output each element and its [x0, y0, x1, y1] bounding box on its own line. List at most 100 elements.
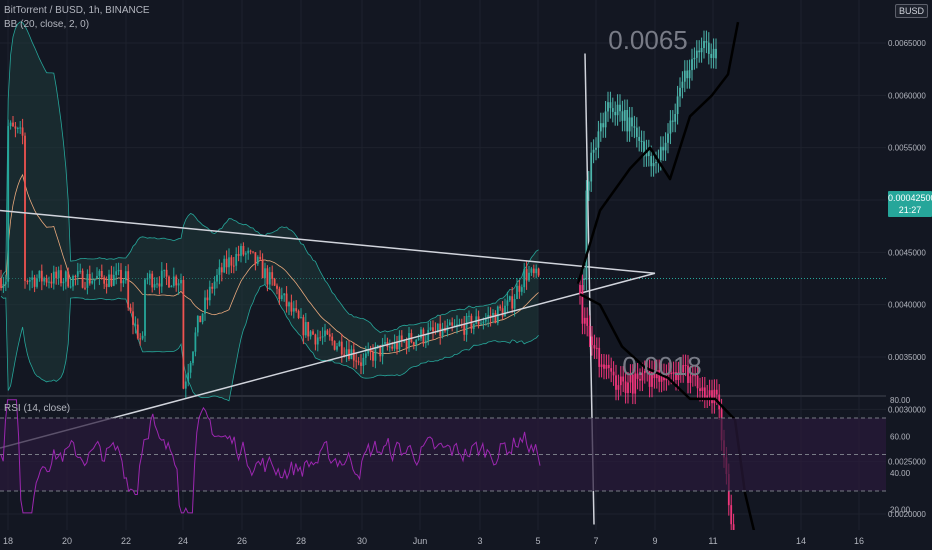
candle-body — [201, 313, 204, 323]
rsi-tick-label: 20.00 — [890, 505, 911, 514]
candle-body — [326, 330, 329, 335]
candle-body — [391, 346, 394, 349]
bear-candle-body — [598, 347, 601, 367]
bull-candle-body — [607, 102, 609, 112]
candle-body — [355, 360, 358, 362]
price-tick-label: 0.0035000 — [888, 353, 926, 362]
candle-body — [405, 340, 408, 349]
price-tick-label: 0.0045000 — [888, 248, 926, 257]
bull-candle-body — [621, 111, 624, 121]
bull-candle-body — [604, 111, 607, 128]
candle-body — [168, 276, 170, 288]
candle-body — [115, 271, 118, 275]
candle-body — [348, 349, 350, 359]
candle-body — [139, 338, 142, 340]
bull-candle-body — [715, 48, 717, 59]
bear-candle-body — [651, 371, 653, 387]
candle-body — [182, 279, 185, 389]
bear-candle-body — [679, 372, 682, 374]
candle-body — [132, 311, 134, 325]
candle-body — [338, 341, 341, 347]
currency-badge[interactable]: BUSD — [895, 4, 929, 18]
candle-body — [297, 310, 300, 318]
candle-body — [127, 271, 130, 308]
candle-body — [57, 270, 60, 279]
bull-candle-body — [700, 48, 703, 53]
candle-body — [120, 269, 122, 284]
candle-body — [31, 277, 34, 280]
time-tick-label: 28 — [296, 536, 306, 546]
bull-candle-body — [583, 278, 585, 280]
candle-body — [482, 321, 485, 324]
candle-body — [352, 349, 355, 361]
bear-candle-body — [691, 375, 694, 377]
price-tick-label: 0.0030000 — [888, 405, 926, 414]
candle-body — [528, 272, 530, 281]
time-tick-label: Jun — [413, 536, 428, 546]
bear-candle-body — [627, 382, 629, 394]
bull-candle-body — [633, 126, 636, 128]
candle-body — [280, 295, 283, 299]
candle-body — [333, 340, 336, 350]
candle-body — [55, 271, 58, 279]
bear-candle-body — [675, 372, 677, 381]
candle-body — [456, 324, 458, 326]
candle-body — [40, 270, 43, 282]
candle-body — [136, 324, 139, 339]
bull-path — [576, 21, 740, 285]
bull-candle-body — [640, 140, 643, 142]
bear-candle-body — [595, 347, 598, 349]
bull-candle-body — [599, 123, 602, 132]
candle-body — [273, 278, 276, 286]
candle-body — [252, 251, 254, 253]
time-tick-label: 7 — [593, 536, 598, 546]
bear-candle-body — [687, 365, 689, 383]
candle-body — [180, 279, 182, 284]
bear-candle-body — [699, 388, 701, 391]
candle-body — [369, 348, 372, 353]
candle-body — [60, 270, 62, 284]
bear-candle-body — [646, 369, 649, 372]
candle-body — [129, 307, 132, 312]
candle-body — [448, 322, 451, 326]
bear-candle-body — [641, 373, 644, 381]
time-tick-label: 24 — [178, 536, 188, 546]
bear-candle-body — [658, 370, 661, 382]
triangle-upper-line — [0, 209, 656, 275]
bull-candle-body — [681, 81, 684, 88]
bear-candle-body — [677, 372, 680, 381]
rsi-legend[interactable]: RSI (14, close) — [4, 403, 71, 414]
bull-candle-body — [611, 108, 614, 112]
current-price-value: 0.00042500 — [888, 193, 932, 203]
candle-body — [28, 279, 31, 282]
time-tick-label: 5 — [535, 536, 540, 546]
bear-candle-body — [593, 345, 596, 349]
bear-candle-body — [586, 317, 589, 326]
candle-body — [343, 354, 346, 356]
candle-body — [357, 361, 360, 363]
bear-candle-body — [605, 364, 608, 369]
candle-body — [194, 332, 197, 352]
bull-candle-body — [643, 141, 645, 157]
candle-body — [170, 285, 173, 288]
candle-body — [506, 300, 509, 306]
candle-body — [98, 270, 101, 276]
bb-legend[interactable]: BB (20, close, 2, 0) — [4, 19, 90, 30]
candle-body — [420, 329, 422, 339]
candle-body — [0, 278, 2, 288]
bull-candle-body — [659, 146, 662, 161]
symbol-legend[interactable]: BitTorrent / BUSD, 1h, BINANCE — [4, 5, 150, 16]
candle-body — [216, 274, 218, 282]
candle-body — [230, 257, 233, 266]
candle-body — [69, 286, 72, 288]
bull-candle-body — [652, 163, 655, 167]
candle-body — [213, 281, 216, 289]
candle-body — [441, 327, 444, 337]
candle-body — [108, 274, 110, 287]
candle-body — [2, 283, 5, 288]
time-tick-label: 22 — [121, 536, 131, 546]
bull-candle-body — [710, 53, 713, 58]
candle-body — [283, 293, 286, 296]
